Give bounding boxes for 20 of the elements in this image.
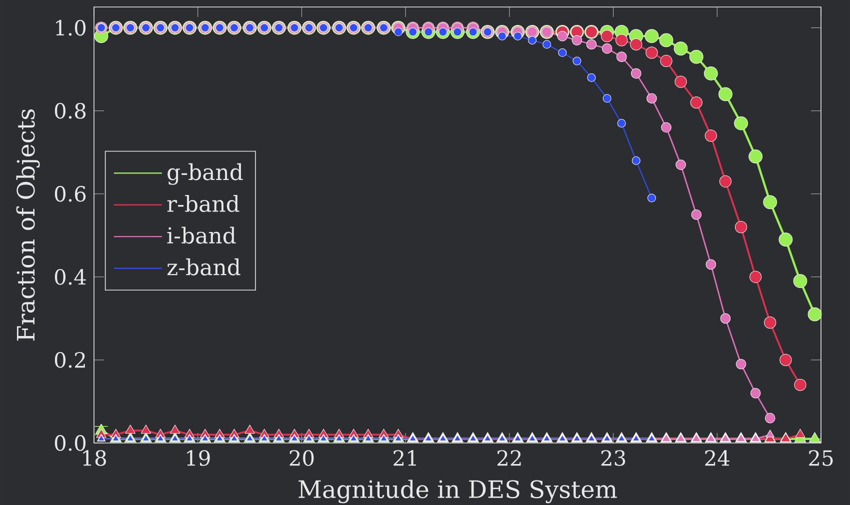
- y-tick-label: 0.2: [54, 352, 85, 368]
- x-axis-title: Magnitude in DES System: [298, 480, 617, 504]
- x-tick-label: 25: [809, 450, 833, 466]
- x-tick-label: 24: [705, 450, 730, 466]
- x-tick-label: 22: [497, 450, 521, 466]
- y-tick-label: 0.8: [54, 102, 86, 119]
- y-axis-title: Fraction of Objects: [16, 109, 40, 341]
- x-tick-label: 23: [601, 450, 626, 466]
- y-tick-label: 0.0: [54, 435, 86, 451]
- x-tick-label: 21: [394, 450, 416, 466]
- legend-label: g-band: [168, 163, 243, 185]
- legend-label: r-band: [167, 194, 240, 212]
- x-tick-label: 20: [290, 450, 314, 466]
- legend-label: z-band: [167, 258, 240, 276]
- y-tick-label: 0.4: [54, 268, 86, 285]
- y-tick-label: 0.6: [54, 186, 86, 202]
- x-tick-label: 18: [83, 450, 106, 466]
- x-tick-label: 19: [187, 450, 210, 466]
- legend-label: i-band: [167, 226, 236, 244]
- y-tick-label: 1.0: [56, 20, 86, 36]
